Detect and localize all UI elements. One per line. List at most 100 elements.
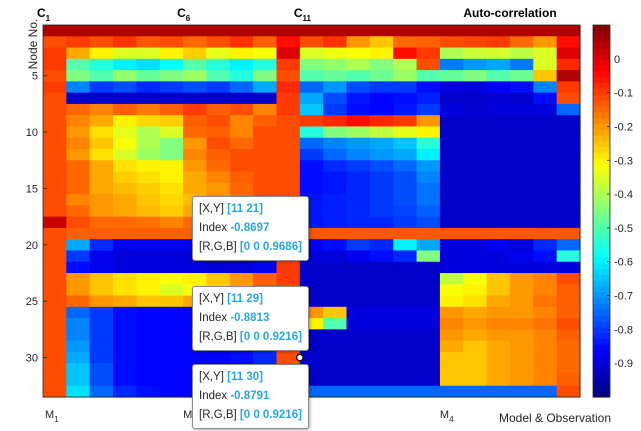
heatmap-cell[interactable]	[276, 171, 301, 184]
heatmap-cell[interactable]	[113, 239, 137, 252]
heatmap-cell[interactable]	[533, 239, 558, 252]
heatmap-cell[interactable]	[556, 58, 581, 71]
heatmap-cell[interactable]	[369, 182, 394, 195]
heatmap-cell[interactable]	[486, 340, 511, 353]
heatmap-cell[interactable]	[89, 171, 114, 184]
heatmap-cell[interactable]	[463, 227, 488, 240]
heatmap-cell[interactable]	[393, 239, 418, 252]
heatmap-cell[interactable]	[463, 329, 488, 342]
heatmap-cell[interactable]	[463, 194, 488, 206]
heatmap-cell[interactable]	[229, 70, 254, 82]
heatmap-cell[interactable]	[556, 306, 581, 319]
heatmap-cell[interactable]	[206, 171, 231, 184]
heatmap-cell[interactable]	[43, 340, 67, 353]
heatmap-cell[interactable]	[206, 149, 231, 161]
heatmap-cell[interactable]	[416, 36, 441, 49]
heatmap-cell[interactable]	[439, 171, 464, 184]
heatmap-cell[interactable]	[89, 103, 114, 116]
heatmap-cell[interactable]	[463, 92, 488, 105]
heatmap-cell[interactable]	[136, 216, 161, 229]
heatmap-cell[interactable]	[346, 273, 371, 285]
heatmap-cell[interactable]	[253, 273, 278, 285]
heatmap-cell[interactable]	[136, 205, 161, 218]
heatmap-cell[interactable]	[509, 92, 534, 105]
heatmap-cell[interactable]	[556, 340, 581, 353]
heatmap-cell[interactable]	[183, 160, 208, 173]
heatmap-cell[interactable]	[159, 171, 184, 184]
heatmap-cell[interactable]	[393, 47, 418, 60]
heatmap-cell[interactable]	[136, 115, 161, 128]
heatmap-cell[interactable]	[346, 385, 371, 398]
heatmap-cell[interactable]	[113, 329, 137, 342]
heatmap-cell[interactable]	[113, 385, 137, 398]
heatmap-cell[interactable]	[346, 171, 371, 184]
heatmap-cell[interactable]	[486, 295, 511, 308]
heatmap-cell[interactable]	[393, 171, 418, 184]
heatmap-cell[interactable]	[416, 250, 441, 263]
heatmap-cell[interactable]	[556, 239, 581, 252]
heatmap-cell[interactable]	[416, 306, 441, 319]
heatmap-cell[interactable]	[113, 137, 137, 150]
heatmap-cell[interactable]	[533, 273, 558, 285]
heatmap-cell[interactable]	[66, 374, 91, 387]
heatmap-cell[interactable]	[463, 205, 488, 218]
heatmap-cell[interactable]	[323, 216, 348, 229]
heatmap-cell[interactable]	[509, 374, 534, 387]
heatmap-cell[interactable]	[113, 103, 137, 116]
heatmap-cell[interactable]	[253, 58, 278, 71]
heatmap-cell[interactable]	[43, 137, 67, 150]
heatmap-cell[interactable]	[369, 374, 394, 387]
heatmap-cell[interactable]	[509, 47, 534, 60]
heatmap-cell[interactable]	[439, 194, 464, 206]
heatmap-cell[interactable]	[416, 295, 441, 308]
heatmap-cell[interactable]	[183, 137, 208, 150]
heatmap-cell[interactable]	[369, 306, 394, 319]
heatmap-cell[interactable]	[43, 239, 67, 252]
heatmap-cell[interactable]	[66, 351, 91, 364]
heatmap-cell[interactable]	[369, 194, 394, 206]
heatmap-cell[interactable]	[416, 171, 441, 184]
heatmap-cell[interactable]	[556, 363, 581, 376]
heatmap-cell[interactable]	[159, 306, 184, 319]
heatmap-cell[interactable]	[206, 92, 231, 105]
heatmap-cell[interactable]	[533, 374, 558, 387]
heatmap-cell[interactable]	[136, 36, 161, 49]
heatmap-cell[interactable]	[416, 340, 441, 353]
heatmap-cell[interactable]	[136, 25, 161, 37]
heatmap-cell[interactable]	[66, 227, 91, 240]
heatmap-cell[interactable]	[486, 351, 511, 364]
heatmap-cell[interactable]	[276, 149, 301, 161]
heatmap-cell[interactable]	[299, 70, 324, 82]
heatmap-cell[interactable]	[66, 58, 91, 71]
heatmap-cell[interactable]	[393, 36, 418, 49]
heatmap-cell[interactable]	[393, 385, 418, 398]
heatmap-cell[interactable]	[416, 318, 441, 330]
heatmap-cell[interactable]	[416, 182, 441, 195]
heatmap-cell[interactable]	[439, 115, 464, 128]
heatmap-cell[interactable]	[416, 149, 441, 161]
heatmap-cell[interactable]	[486, 216, 511, 229]
heatmap-cell[interactable]	[416, 284, 441, 297]
heatmap-cell[interactable]	[229, 149, 254, 161]
heatmap-cell[interactable]	[346, 250, 371, 263]
heatmap-cell[interactable]	[533, 295, 558, 308]
heatmap-cell[interactable]	[486, 227, 511, 240]
heatmap-cell[interactable]	[416, 25, 441, 37]
heatmap-cell[interactable]	[369, 363, 394, 376]
heatmap-cell[interactable]	[369, 284, 394, 297]
heatmap-cell[interactable]	[486, 374, 511, 387]
heatmap-cell[interactable]	[439, 306, 464, 319]
heatmap-cell[interactable]	[463, 273, 488, 285]
heatmap-cell[interactable]	[159, 216, 184, 229]
heatmap-cell[interactable]	[136, 363, 161, 376]
heatmap-cell[interactable]	[463, 115, 488, 128]
heatmap-cell[interactable]	[416, 239, 441, 252]
heatmap-cell[interactable]	[533, 227, 558, 240]
heatmap-cell[interactable]	[463, 70, 488, 82]
heatmap-cell[interactable]	[43, 329, 67, 342]
heatmap-cell[interactable]	[556, 103, 581, 116]
heatmap-cell[interactable]	[463, 306, 488, 319]
heatmap-cell[interactable]	[393, 340, 418, 353]
heatmap-cell[interactable]	[113, 318, 137, 330]
heatmap-cell[interactable]	[556, 374, 581, 387]
